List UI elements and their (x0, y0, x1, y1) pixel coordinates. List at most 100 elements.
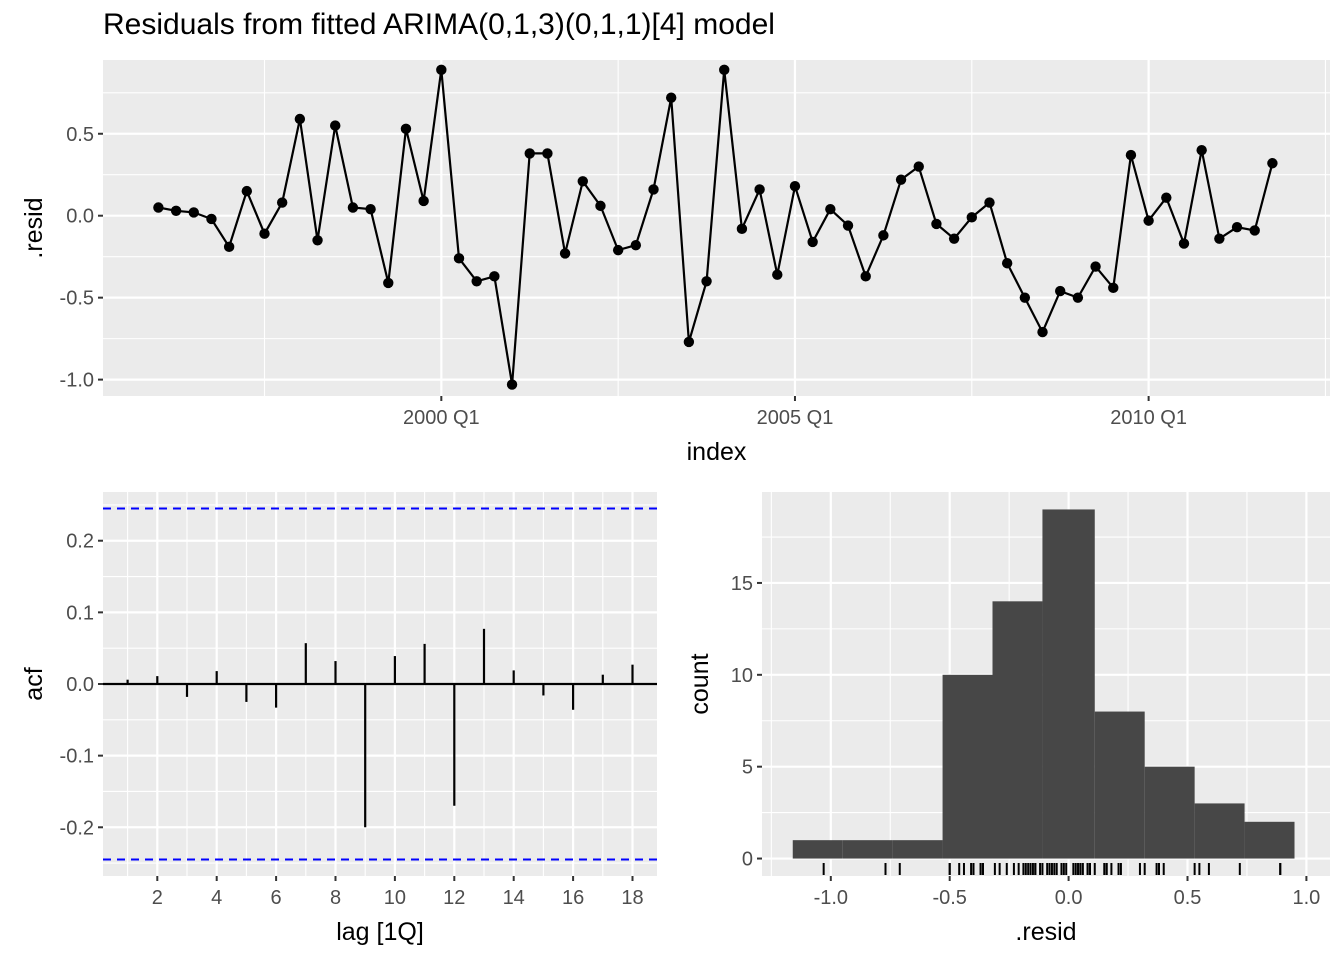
x-tick-label: 10 (384, 887, 406, 909)
residual-point (276, 197, 288, 208)
x-tick-label: -1.0 (814, 887, 848, 909)
residual-point (665, 92, 677, 103)
residual-point (206, 213, 217, 225)
residual-point (913, 161, 924, 172)
residual-point (489, 271, 500, 282)
residual-point (736, 223, 748, 235)
residual-point (825, 203, 836, 215)
x-tick-label: 0.0 (1055, 887, 1083, 909)
residual-point (842, 220, 854, 231)
residual-point (471, 276, 482, 287)
y-axis-label: .resid (20, 197, 48, 258)
histogram-bar (892, 840, 943, 859)
residuals-plot-background (103, 60, 1330, 396)
x-axis-label: .resid (1015, 918, 1076, 946)
residual-point (524, 148, 535, 159)
residual-point (1214, 233, 1225, 244)
residual-point (1231, 221, 1243, 233)
residual-point (312, 235, 323, 246)
y-tick-label: -0.5 (60, 288, 94, 310)
residual-point (612, 244, 624, 256)
residual-point (1125, 149, 1137, 161)
y-tick-label: -0.1 (60, 746, 94, 768)
histogram-bar (942, 674, 993, 859)
residual-point (1178, 238, 1190, 249)
x-axis-label: lag [1Q] (336, 918, 424, 946)
residual-point (294, 113, 306, 125)
residual-point (542, 148, 553, 159)
x-axis-label: index (687, 438, 747, 466)
residuals-series-line (158, 69, 1274, 385)
residual-point (1108, 282, 1119, 294)
residual-point (701, 276, 712, 287)
y-tick-label: 0.0 (66, 206, 94, 228)
residual-point (1001, 258, 1013, 269)
residual-point (559, 248, 571, 259)
x-tick-label: 16 (562, 887, 584, 909)
x-tick-label: 6 (271, 887, 282, 909)
residual-point (895, 174, 907, 185)
x-tick-label: 18 (621, 887, 643, 909)
y-axis-label: count (686, 653, 714, 714)
y-axis-label: acf (20, 667, 48, 700)
residual-point (400, 123, 412, 135)
residual-point (418, 195, 429, 207)
y-tick-label: 5 (742, 757, 753, 779)
x-tick-label: 2 (152, 887, 163, 909)
residual-point (984, 197, 995, 208)
residual-point (1143, 215, 1154, 226)
residual-point (754, 184, 765, 195)
residual-point (595, 200, 606, 212)
residual-point (506, 379, 518, 390)
histogram-panel: 0 5 10 15 -1.0 -0.5 0.0 0.5 1.0 .resid count (686, 492, 1330, 946)
residual-point (1161, 192, 1172, 203)
residual-point (648, 184, 659, 195)
residual-point (1196, 144, 1207, 156)
histogram-bar (992, 601, 1043, 859)
residual-point (1090, 261, 1101, 272)
residual-point (966, 212, 977, 223)
residual-point (1037, 326, 1048, 338)
acf-panel: 0.2 0.1 0.0 -0.1 -0.2 2 4 6 8 10 12 14 16 18 lag [1Q] a… (20, 492, 657, 946)
residual-point (878, 230, 889, 241)
residual-point (453, 253, 465, 264)
x-tick-label: 2010 Q1 (1110, 407, 1187, 429)
residual-point (1249, 225, 1260, 236)
residual-point (223, 241, 235, 253)
x-tick-label: 1.0 (1292, 887, 1320, 909)
residual-point (241, 185, 253, 197)
residual-point (1019, 292, 1031, 303)
y-tick-label: -0.2 (60, 817, 94, 839)
residual-point (772, 269, 783, 280)
residual-point (931, 218, 942, 230)
histogram-bar (1094, 711, 1145, 859)
y-tick-label: 0.0 (66, 674, 94, 696)
x-tick-label: 2005 Q1 (757, 407, 834, 429)
residual-point (789, 181, 801, 192)
residual-point (170, 205, 182, 216)
y-tick-label: 15 (731, 573, 753, 595)
residual-point (153, 202, 164, 213)
residual-point (365, 203, 376, 215)
residual-point (860, 271, 871, 282)
y-tick-label: 0.2 (66, 531, 94, 553)
histogram-bar (1194, 803, 1245, 859)
residual-point (436, 64, 447, 76)
chart-title: Residuals from fitted ARIMA(0,1,3)(0,1,1… (103, 8, 775, 41)
residual-point (383, 277, 394, 289)
residual-point (259, 228, 270, 239)
residual-point (330, 120, 341, 131)
histogram-bar (1144, 766, 1195, 859)
residual-point (719, 64, 730, 76)
x-tick-label: -0.5 (932, 887, 966, 909)
x-tick-label: 14 (503, 887, 525, 909)
y-tick-label: 0 (742, 849, 753, 871)
residuals-panel: 0.5 0.0 -0.5 -1.0 2000 Q1 2005 Q1 2010 Q1 index… (20, 60, 1330, 466)
x-tick-label: 12 (443, 887, 465, 909)
x-tick-label: 8 (330, 887, 341, 909)
residual-point (1267, 158, 1278, 169)
histogram-bar (1042, 509, 1095, 859)
residual-point (948, 233, 960, 244)
residual-point (1055, 285, 1066, 297)
y-tick-label: 10 (731, 665, 753, 687)
